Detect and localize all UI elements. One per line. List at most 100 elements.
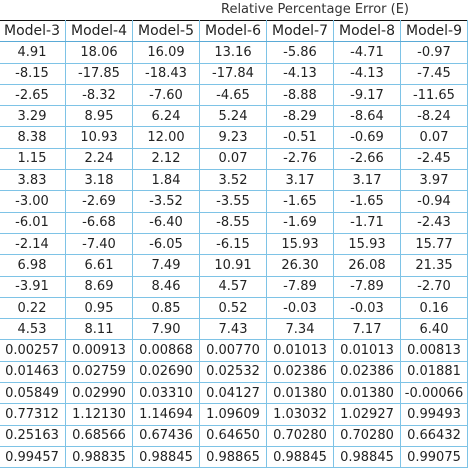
table-cell: -8.55	[199, 211, 267, 234]
table-cell: 0.03310	[132, 382, 200, 405]
table-cell: 4.53	[0, 318, 66, 341]
table-cell: -0.69	[333, 126, 401, 149]
table-cell: 0.05849	[0, 382, 66, 405]
table-cell: 0.01881	[400, 360, 468, 384]
table-cell: -2.45	[400, 147, 468, 171]
table-cell: 1.02927	[333, 403, 401, 426]
table-cell: 15.93	[333, 232, 401, 256]
table-cell: 9.23	[199, 126, 267, 149]
table-cell: 0.70280	[333, 424, 401, 447]
table-cell: 15.77	[400, 232, 468, 256]
table-cell: 10.93	[65, 126, 133, 149]
column-header: Model-7	[266, 19, 334, 43]
table-cell: -6.40	[132, 211, 200, 234]
table-cell: -4.13	[266, 62, 334, 85]
table-cell: 1.09609	[199, 403, 267, 426]
table-cell: 0.01013	[266, 339, 334, 362]
column-header: Model-8	[333, 19, 401, 43]
table-row: 8.38 10.93 12.00 9.23 -0.51 -0.69 0.07	[0, 126, 468, 149]
table-cell: -9.17	[333, 83, 401, 107]
table-cell: 0.00813	[400, 339, 468, 362]
table-cell: 26.30	[266, 254, 334, 277]
table-cell: 21.35	[400, 254, 468, 277]
table-row: -8.15 -17.85 -18.43 -17.84 -4.13 -4.13 -7.45	[0, 62, 468, 85]
table-row: -2.14 -7.40 -6.05 -6.15 15.93 15.93 15.77	[0, 232, 468, 256]
table-cell: 13.16	[199, 41, 267, 64]
table-cell: 0.99493	[400, 403, 468, 426]
table-cell: 4.91	[0, 41, 66, 64]
table-cell: -7.45	[400, 62, 468, 85]
table-cell: 0.66432	[400, 424, 468, 447]
table-cell: 0.85	[132, 296, 200, 320]
table-cell: -6.15	[199, 232, 267, 256]
table-cell: -4.65	[199, 83, 267, 107]
table-cell: 0.52	[199, 296, 267, 320]
table-cell: 0.22	[0, 296, 66, 320]
table-cell: 0.77312	[0, 403, 66, 426]
table-cell: -8.88	[266, 83, 334, 107]
table-cell: 1.15	[0, 147, 66, 171]
table-cell: -3.55	[199, 190, 267, 213]
table-cell: -1.65	[266, 190, 334, 213]
table-cell: 5.24	[199, 105, 267, 128]
table-row: 3.29 8.95 6.24 5.24 -8.29 -8.64 -8.24	[0, 105, 468, 128]
table-cell: -4.13	[333, 62, 401, 85]
table-cell: 0.98845	[132, 445, 200, 469]
table-cell: 6.61	[65, 254, 133, 277]
table-cell: 0.02990	[65, 382, 133, 405]
table-row: 0.77312 1.12130 1.14694 1.09609 1.03032 1.029…	[0, 403, 468, 426]
column-header: Model-4	[65, 19, 133, 43]
table-cell: 0.98835	[65, 445, 133, 469]
table-cell: 0.99075	[400, 445, 468, 469]
table-cell: 10.91	[199, 254, 267, 277]
table-cell: 7.90	[132, 318, 200, 341]
table-row: 3.83 3.18 1.84 3.52 3.17 3.17 3.97	[0, 169, 468, 192]
table-cell: -8.32	[65, 83, 133, 107]
table-cell: 6.40	[400, 318, 468, 341]
table-row: 1.15 2.24 2.12 0.07 -2.76 -2.66 -2.45	[0, 147, 468, 171]
table-cell: 0.04127	[199, 382, 267, 405]
table-cell: -8.24	[400, 105, 468, 128]
table-cell: -0.94	[400, 190, 468, 213]
table-cell: 0.02759	[65, 360, 133, 384]
column-header: Model-3	[0, 19, 66, 43]
table-row: 0.01463 0.02759 0.02690 0.02532 0.02386 0.023…	[0, 360, 468, 384]
table-row: -2.65 -8.32 -7.60 -4.65 -8.88 -9.17 -11.65	[0, 83, 468, 107]
column-header: Model-9	[400, 19, 468, 43]
error-table: Model-3 Model-4 Model-5 Model-6 Model-7 Model…	[0, 19, 468, 469]
table-cell: -1.69	[266, 211, 334, 234]
table-cell: -8.15	[0, 62, 66, 85]
table-cell: 8.46	[132, 275, 200, 298]
table-cell: -2.70	[400, 275, 468, 298]
table-cell: 0.64650	[199, 424, 267, 447]
table-cell: -0.03	[333, 296, 401, 320]
table-cell: 0.70280	[266, 424, 334, 447]
table-cell: -2.43	[400, 211, 468, 234]
table-cell: 3.17	[266, 169, 334, 192]
table-cell: 12.00	[132, 126, 200, 149]
table-cell: -6.01	[0, 211, 66, 234]
table-row: 4.53 8.11 7.90 7.43 7.34 7.17 6.40	[0, 318, 468, 341]
table-cell: 15.93	[266, 232, 334, 256]
table-cell: 16.09	[132, 41, 200, 64]
table-cell: -17.84	[199, 62, 267, 85]
table-cell: -8.29	[266, 105, 334, 128]
table-cell: -18.43	[132, 62, 200, 85]
table-row: -3.91 8.69 8.46 4.57 -7.89 -7.89 -2.70	[0, 275, 468, 298]
table-cell: 7.49	[132, 254, 200, 277]
table-cell: 8.38	[0, 126, 66, 149]
table-cell: 0.95	[65, 296, 133, 320]
table-cell: -3.91	[0, 275, 66, 298]
table-cell: -8.64	[333, 105, 401, 128]
table-row: 0.00257 0.00913 0.00868 0.00770 0.01013 0.010…	[0, 339, 468, 362]
table-row: 4.91 18.06 16.09 13.16 -5.86 -4.71 -0.97	[0, 41, 468, 64]
table-cell: 0.02386	[333, 360, 401, 384]
table-cell: 3.18	[65, 169, 133, 192]
table-cell: 0.25163	[0, 424, 66, 447]
table-cell: 26.08	[333, 254, 401, 277]
table-row: 0.99457 0.98835 0.98845 0.98865 0.98845 0.988…	[0, 445, 468, 469]
table-cell: -1.71	[333, 211, 401, 234]
table-cell: -0.97	[400, 41, 468, 64]
table-cell: -1.65	[333, 190, 401, 213]
